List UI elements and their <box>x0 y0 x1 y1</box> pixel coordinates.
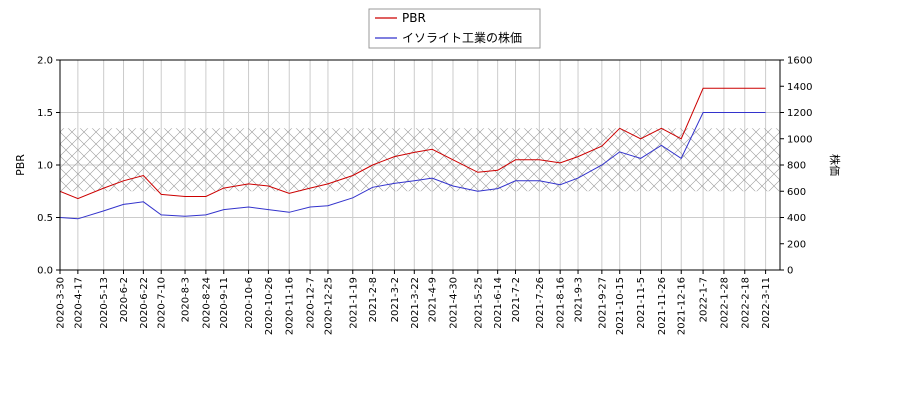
legend-label-stock-price: イソライト工業の株価 <box>402 30 522 45</box>
y2-tick-label: 1200 <box>787 108 812 119</box>
x-tick-label: 2022-1-28 <box>719 277 730 329</box>
y2-axis-title: 株価 <box>828 154 842 176</box>
x-tick-label: 2021-9-27 <box>597 277 608 329</box>
x-tick-label: 2021-3-2 <box>390 277 401 322</box>
legend: PBR イソライト工業の株価 <box>368 8 541 49</box>
x-tick-label: 2022-1-7 <box>699 277 710 322</box>
x-tick-label: 2021-2-8 <box>368 277 379 322</box>
x-tick-label: 2020-8-3 <box>181 277 192 322</box>
x-tick-label: 2022-2-18 <box>740 277 751 329</box>
x-tick-label: 2020-7-10 <box>157 277 168 329</box>
x-axis: 2020-3-30 2020-4-17 2020-5-13 2020-6-2 2020-… <box>56 270 772 335</box>
x-tick-label: 2021-4-30 <box>448 277 459 329</box>
x-tick-label: 2020-11-16 <box>285 277 296 335</box>
x-tick-label: 2020-4-17 <box>73 277 84 329</box>
y-tick-label: 1.0 <box>37 161 53 172</box>
x-tick-label: 2021-9-3 <box>574 277 585 322</box>
legend-label-pbr: PBR <box>402 11 426 25</box>
y2-tick-label: 400 <box>787 213 806 224</box>
x-tick-label: 2021-10-15 <box>615 277 626 335</box>
x-tick-label: 2020-9-11 <box>219 277 230 329</box>
x-tick-label: 2021-6-14 <box>493 277 504 329</box>
hatched-band <box>60 128 780 192</box>
x-tick-label: 2020-10-6 <box>244 277 255 329</box>
right-axis: 0 200 400 600 800 1000 1200 1400 1600 <box>780 56 812 277</box>
series-line-stock-price <box>60 112 766 220</box>
y-tick-label: 2.0 <box>37 56 53 67</box>
y-tick-label: 0.5 <box>37 213 53 224</box>
y-axis-title: PBR <box>14 154 27 176</box>
y2-tick-label: 200 <box>787 239 806 250</box>
x-tick-label: 2022-3-11 <box>761 277 772 329</box>
y2-tick-label: 1000 <box>787 134 812 145</box>
x-tick-label: 2021-7-2 <box>511 277 522 322</box>
x-tick-label: 2020-6-22 <box>139 277 150 329</box>
x-tick-label: 2021-12-16 <box>677 277 688 335</box>
x-tick-label: 2020-6-2 <box>119 277 130 322</box>
y2-tick-label: 800 <box>787 161 806 172</box>
left-axis: 0.0 0.5 1.0 1.5 2.0 <box>37 56 60 277</box>
legend-box <box>368 8 541 49</box>
series-line-pbr <box>60 87 766 200</box>
y-tick-label: 0.0 <box>37 266 53 277</box>
y2-tick-label: 0 <box>787 266 793 277</box>
x-tick-label: 2021-11-5 <box>636 277 647 329</box>
x-tick-label: 2021-8-16 <box>556 277 567 329</box>
x-tick-label: 2021-1-19 <box>348 277 359 329</box>
x-tick-label: 2021-4-9 <box>428 277 439 322</box>
x-tick-label: 2021-5-25 <box>473 277 484 329</box>
x-tick-label: 2020-12-7 <box>306 277 317 329</box>
x-tick-label: 2021-3-22 <box>410 277 421 329</box>
x-tick-label: 2020-12-25 <box>323 277 334 335</box>
y2-tick-label: 1600 <box>787 56 812 67</box>
y-tick-label: 1.5 <box>37 108 53 119</box>
x-tick-label: 2021-11-26 <box>657 277 668 335</box>
x-tick-label: 2020-5-13 <box>99 277 110 329</box>
y2-tick-label: 1400 <box>787 82 812 93</box>
x-tick-label: 2021-7-26 <box>535 277 546 329</box>
x-tick-label: 2020-10-26 <box>264 277 275 335</box>
x-tick-label: 2020-8-24 <box>201 277 212 329</box>
x-tick-label: 2020-3-30 <box>56 277 67 329</box>
y2-tick-label: 600 <box>787 187 806 198</box>
